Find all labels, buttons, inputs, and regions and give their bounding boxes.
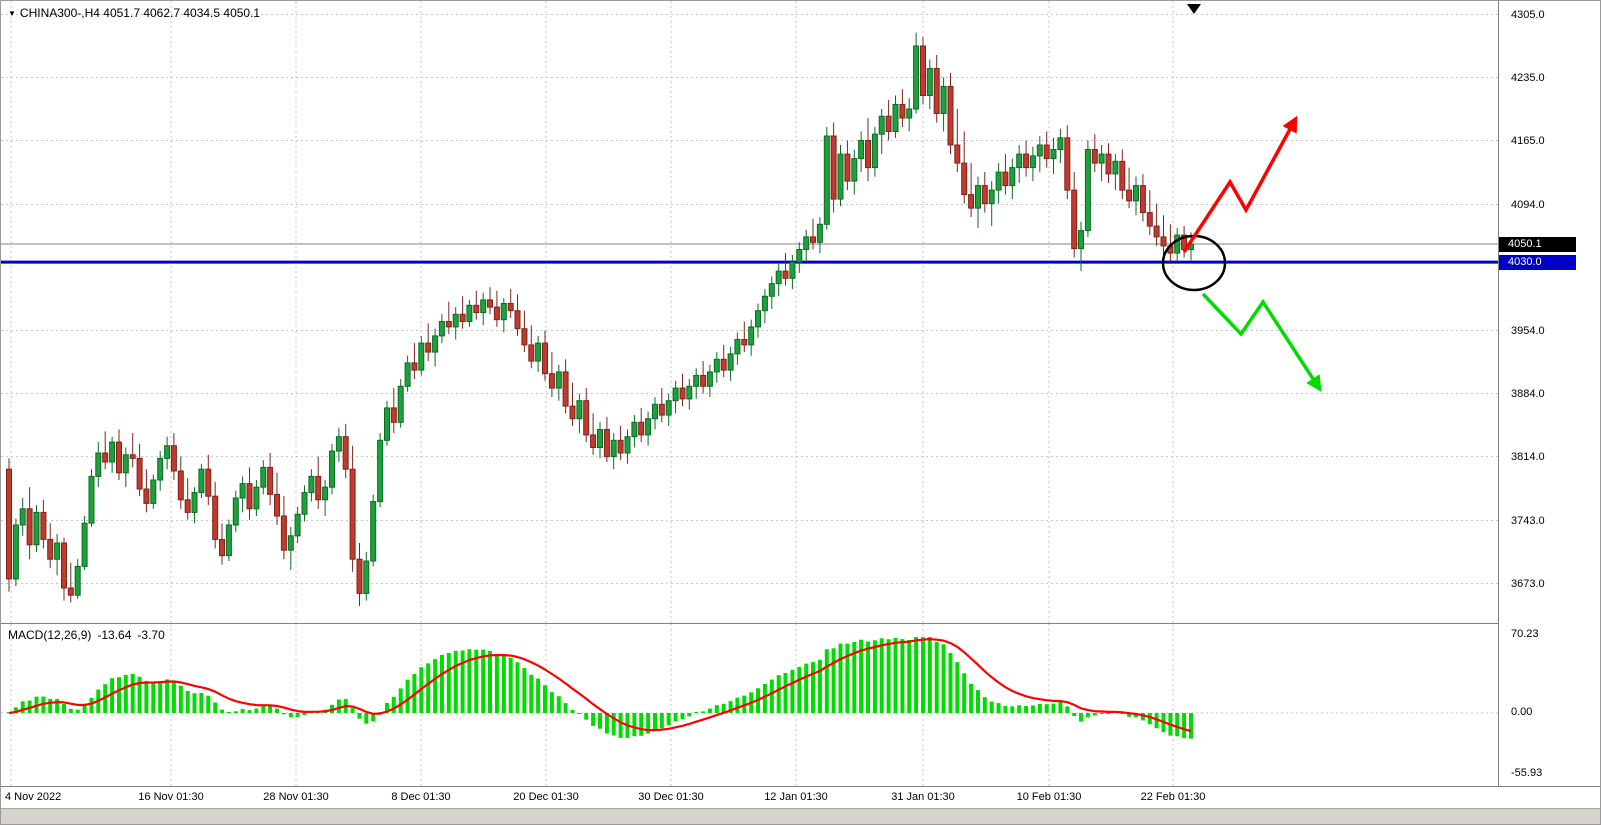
macd-gridlines [1,624,1498,786]
price-axis-label: 3673.0 [1511,577,1545,590]
macd-histogram [7,637,1193,739]
macd-axis-label: -55.93 [1511,767,1543,779]
price-axis-label: 4305.0 [1511,8,1545,21]
time-axis-label: 4 Nov 2022 [5,791,62,803]
time-axis-label: 31 Jan 01:30 [891,791,955,803]
time-axis-label: 16 Nov 01:30 [138,791,204,803]
macd-axis-label: 0.00 [1511,706,1533,718]
candlestick-chart-canvas[interactable] [1,1,1498,623]
time-axis-label: 20 Dec 01:30 [513,791,579,803]
macd-name: MACD(12,26,9) [8,628,92,642]
price-axis[interactable]: 4305.0 4235.0 4165.0 4094.0 3954.0 3884.0 3814… [1498,1,1600,786]
macd-signal-value: -3.70 [137,628,165,642]
symbol-ohlc-label: CHINA300-,H4 4051.7 4062.7 4034.5 4050.1 [19,6,261,20]
hline-price-badge: 4030.0 [1499,255,1576,271]
macd-indicator-label: MACD(12,26,9) -13.64 -3.70 [8,628,171,642]
time-axis-label: 28 Nov 01:30 [263,791,329,803]
time-axis[interactable]: 4 Nov 2022 16 Nov 01:30 28 Nov 01:30 8 Dec … [1,786,1600,808]
macd-axis-label: 70.23 [1511,628,1539,640]
chart-shift-marker-icon[interactable] [1187,4,1201,14]
time-axis-label: 30 Dec 01:30 [638,791,704,803]
macd-signal-line [8,638,1192,733]
price-axis-label: 3814.0 [1511,450,1545,463]
price-axis-label: 4165.0 [1511,134,1545,147]
main-gridlines [1,1,1498,623]
window-bottom-strip [1,808,1600,824]
candles [6,32,1194,606]
time-axis-label: 12 Jan 01:30 [764,791,828,803]
macd-chart-canvas[interactable] [1,624,1498,786]
macd-indicator-pane[interactable]: MACD(12,26,9) -13.64 -3.70 [1,623,1498,786]
chart-title: ▼ CHINA300-,H4 4051.7 4062.7 4034.5 4050.… [8,6,260,20]
price-axis-label: 3954.0 [1511,324,1545,337]
macd-main-value: -13.64 [97,628,132,642]
time-axis-label: 8 Dec 01:30 [391,791,451,803]
main-chart-pane[interactable]: ▼ CHINA300-,H4 4051.7 4062.7 4034.5 4050.… [1,1,1498,623]
current-price-badge: 4050.1 [1499,237,1576,252]
time-axis-label: 10 Feb 01:30 [1016,791,1082,803]
bullish-scenario-arrow[interactable] [1182,115,1298,253]
symbol-marker-icon: ▼ [8,9,16,18]
time-axis-label: 22 Feb 01:30 [1140,791,1206,803]
price-axis-label: 4235.0 [1511,71,1545,84]
price-axis-label: 3743.0 [1511,514,1545,527]
price-axis-label: 3884.0 [1511,387,1545,400]
price-axis-label: 4094.0 [1511,198,1545,211]
bearish-scenario-arrow[interactable] [1201,292,1322,393]
